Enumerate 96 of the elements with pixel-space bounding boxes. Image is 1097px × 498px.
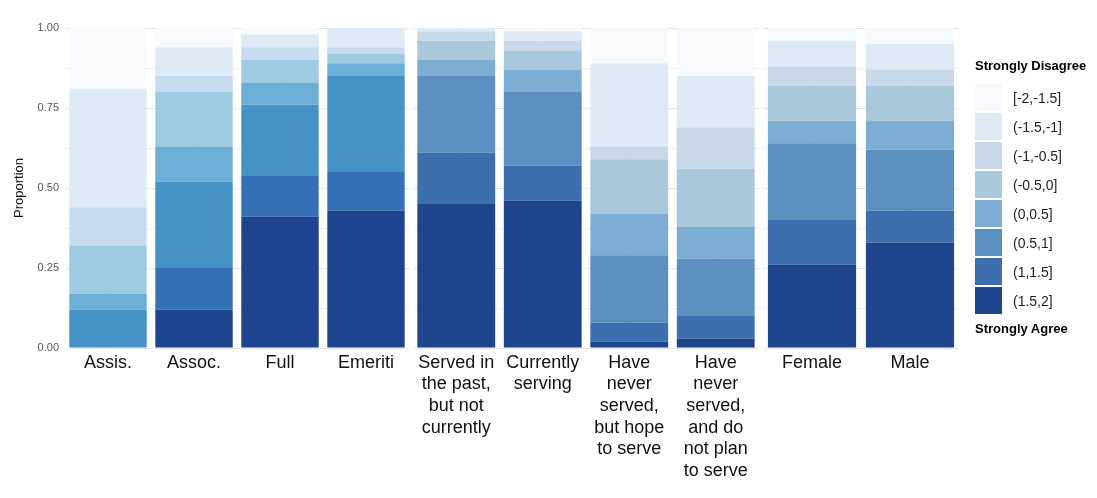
bar xyxy=(590,255,669,323)
bar xyxy=(69,293,147,310)
bar xyxy=(503,165,582,201)
y-tick-label: 0.25 xyxy=(37,261,60,274)
bar xyxy=(865,69,955,86)
bar xyxy=(241,175,319,217)
bar xyxy=(590,341,669,348)
bar xyxy=(590,213,669,256)
bar xyxy=(676,258,755,316)
bar xyxy=(155,76,233,92)
bar xyxy=(241,104,319,176)
text: Strongly Agree xyxy=(975,321,1069,336)
y-tick-label: 1.00 xyxy=(37,21,60,34)
bar xyxy=(417,152,496,204)
bar xyxy=(865,149,955,211)
bar xyxy=(676,168,755,227)
legend-label: (0,0.5] xyxy=(1013,205,1053,222)
bar xyxy=(590,28,669,64)
legend-label: (1.5,2] xyxy=(1013,292,1053,309)
bar xyxy=(417,28,496,32)
bar xyxy=(865,242,955,348)
bar xyxy=(503,50,582,70)
y-tick-label: 0.75 xyxy=(37,101,60,114)
bar xyxy=(676,127,755,169)
bar xyxy=(417,40,496,60)
legend-label: [-2,-1.5] xyxy=(1013,89,1062,106)
bar xyxy=(676,28,755,76)
bar xyxy=(676,76,755,128)
legend-label: (0.5,1] xyxy=(1013,234,1053,251)
legend-title: Strongly Disagree xyxy=(975,58,1088,73)
legend-label: (-1,-0.5] xyxy=(1013,147,1063,164)
bar xyxy=(865,85,955,121)
bar xyxy=(241,60,319,83)
x-tick-label: Male xyxy=(890,351,930,372)
bar xyxy=(590,146,669,160)
bar xyxy=(69,309,147,348)
bar xyxy=(767,66,857,86)
x-tick-label: Currently serving xyxy=(506,351,580,394)
bar xyxy=(155,309,233,348)
bar xyxy=(767,220,857,265)
bar xyxy=(241,216,319,348)
bar xyxy=(767,40,857,67)
bar xyxy=(676,316,755,339)
legend-label: (1,1.5] xyxy=(1013,263,1053,280)
legend-label: (-0.5,0] xyxy=(1013,176,1058,193)
bar xyxy=(767,85,857,121)
x-tick-label: Have never served, and do not plan to serve xyxy=(683,351,748,480)
bar xyxy=(327,210,405,348)
bar xyxy=(590,159,669,214)
x-tick-label: Full xyxy=(265,351,295,372)
x-tick-label: Served in the past, but not currently xyxy=(418,351,495,437)
bar xyxy=(417,204,496,348)
bar xyxy=(767,28,857,41)
bar xyxy=(327,76,405,172)
bar xyxy=(327,28,405,48)
y-tick-label: 0.00 xyxy=(37,341,60,354)
bar xyxy=(865,44,955,70)
x-tick-label: Emeriti xyxy=(337,351,395,372)
x-tick-label: Assis. xyxy=(84,351,133,372)
bar xyxy=(155,92,233,147)
bar xyxy=(503,200,582,348)
bar xyxy=(417,31,496,41)
bar xyxy=(503,69,582,92)
y-axis-title: Proportion xyxy=(11,158,27,218)
bar xyxy=(327,47,405,54)
bar xyxy=(865,28,955,44)
bar xyxy=(327,63,405,76)
bar xyxy=(865,210,955,243)
bar xyxy=(590,322,669,342)
legend-label: (-1.5,-1] xyxy=(1013,118,1063,135)
bar xyxy=(767,143,857,220)
bar xyxy=(767,120,857,144)
bar xyxy=(327,172,405,211)
bar xyxy=(767,264,857,348)
x-tick-label: Assoc. xyxy=(166,351,222,372)
bar xyxy=(417,60,496,76)
bar xyxy=(865,120,955,150)
bar xyxy=(503,92,582,166)
bar xyxy=(503,31,582,41)
bar xyxy=(241,47,319,60)
bar xyxy=(676,226,755,259)
x-tick-label: Female xyxy=(781,351,843,372)
bar xyxy=(327,53,405,64)
bar xyxy=(590,63,669,147)
y-tick-label: 0.50 xyxy=(37,181,60,194)
bar xyxy=(69,245,147,294)
bar xyxy=(417,76,496,153)
bar xyxy=(69,207,147,246)
bar xyxy=(155,181,233,268)
bar xyxy=(241,82,319,105)
bar xyxy=(676,338,755,348)
bar xyxy=(155,268,233,310)
bar xyxy=(503,40,582,51)
x-tick-label: Have never served, but hope to serve xyxy=(594,351,665,459)
bar xyxy=(155,146,233,182)
bar xyxy=(503,28,582,32)
